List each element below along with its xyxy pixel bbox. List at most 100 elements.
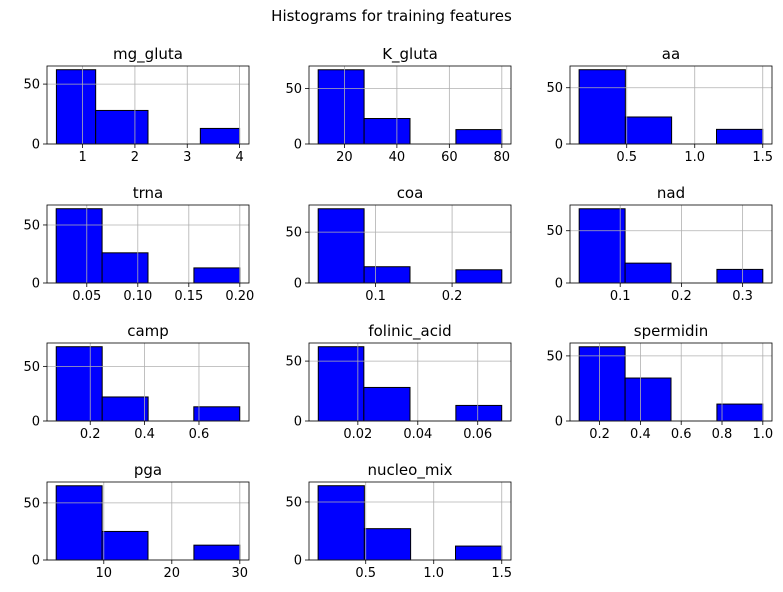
histogram-pga: 10 20 30 0 50 pga — [23, 461, 250, 581]
x-tick-label: 0.2 — [589, 427, 610, 442]
x-tick-label: 1.5 — [752, 150, 773, 165]
axes-frame — [46, 481, 250, 561]
histogram-bar — [578, 69, 626, 145]
histogram-bar — [55, 485, 103, 561]
histogram-bar — [624, 377, 672, 422]
x-tick-label: 0.4 — [630, 427, 651, 442]
histogram-bar — [55, 69, 97, 145]
histogram-aa: 0.5 1.0 1.5 0 50 aa — [546, 45, 773, 165]
histogram-bar — [101, 252, 149, 284]
subplot-title: aa — [662, 45, 680, 63]
histogram-bar — [317, 69, 365, 145]
x-tick-label: 0.05 — [72, 289, 101, 304]
histogram-bar — [193, 544, 241, 561]
y-tick-label: 50 — [546, 81, 563, 96]
histogram-bar — [55, 208, 103, 284]
x-tick-label: 1 — [78, 150, 86, 165]
x-tick-label: 0.8 — [712, 427, 733, 442]
subplot-title: spermidin — [634, 322, 708, 340]
subplot-title: camp — [127, 322, 169, 340]
y-tick-label: 50 — [23, 360, 40, 375]
y-tick-label: 50 — [23, 496, 40, 511]
x-tick-label: 0.5 — [616, 150, 637, 165]
axes-frame — [569, 65, 773, 145]
axes-frame — [569, 204, 773, 284]
subplot-title: K_gluta — [382, 45, 438, 64]
x-tick-label: 0.20 — [225, 289, 254, 304]
x-tick-label: 10 — [96, 566, 113, 581]
histogram-nucleo-mix: 0.5 1.0 1.5 0 50 nucleo_mix — [285, 461, 512, 581]
x-tick-label: 1.0 — [684, 150, 705, 165]
subplot-title: mg_gluta — [113, 45, 183, 64]
x-tick-label: 0.1 — [365, 289, 386, 304]
histogram-bar — [363, 528, 412, 561]
histogram-bar — [95, 109, 149, 145]
y-tick-label: 0 — [294, 554, 302, 569]
histogram-bar — [624, 262, 672, 284]
x-tick-label: 1.5 — [491, 566, 512, 581]
histogram-trna: 0.05 0.10 0.15 0.20 0 50 trna — [23, 184, 254, 304]
histogram-nad: 0.1 0.2 0.3 0 50 nad — [546, 184, 773, 304]
histogram-bar — [317, 346, 365, 422]
x-tick-label: 0.1 — [610, 289, 631, 304]
axes-frame — [308, 342, 512, 422]
x-tick-label: 0.2 — [80, 427, 101, 442]
x-tick-label: 0.02 — [343, 427, 372, 442]
y-tick-label: 50 — [546, 349, 563, 364]
x-tick-label: 1.0 — [752, 427, 773, 442]
x-tick-label: 20 — [164, 566, 181, 581]
y-tick-label: 50 — [546, 224, 563, 239]
axes-frame — [308, 204, 512, 284]
y-tick-label: 0 — [294, 138, 302, 153]
histogram-bar — [317, 208, 365, 284]
histogram-bar — [199, 127, 241, 145]
x-tick-label: 0.2 — [671, 289, 692, 304]
y-tick-label: 0 — [555, 138, 563, 153]
y-tick-label: 50 — [285, 495, 302, 510]
x-tick-label: 0.3 — [732, 289, 753, 304]
histogram-bar — [55, 346, 103, 422]
y-tick-label: 0 — [32, 277, 40, 292]
histogram-bar — [363, 266, 411, 284]
axes-frame — [46, 204, 250, 284]
histogram-bar — [363, 386, 411, 422]
x-tick-label: 1.0 — [423, 566, 444, 581]
figure-title: Histograms for training features — [271, 7, 512, 25]
y-tick-label: 0 — [555, 415, 563, 430]
axes-frame — [46, 342, 250, 422]
histogram-K-gluta: 20 40 60 80 0 50 K_gluta — [285, 45, 512, 165]
histogram-folinic-acid: 0.02 0.04 0.06 0 50 folinic_acid — [285, 322, 512, 442]
x-tick-label: 40 — [389, 150, 406, 165]
histogram-bar — [578, 346, 626, 422]
y-tick-label: 0 — [294, 415, 302, 430]
x-tick-label: 0.2 — [442, 289, 463, 304]
subplot-title: trna — [133, 184, 163, 202]
x-tick-label: 0.6 — [671, 427, 692, 442]
x-tick-label: 0.10 — [123, 289, 152, 304]
y-tick-label: 0 — [32, 138, 40, 153]
x-tick-label: 60 — [441, 150, 458, 165]
x-tick-label: 80 — [494, 150, 511, 165]
histogram-bar — [578, 208, 626, 284]
x-tick-label: 0.5 — [355, 566, 376, 581]
histogram-bar — [455, 545, 503, 561]
y-tick-label: 0 — [32, 554, 40, 569]
x-tick-label: 20 — [336, 150, 353, 165]
axes-frame — [569, 342, 773, 422]
x-tick-label: 0.04 — [403, 427, 432, 442]
y-tick-label: 50 — [285, 82, 302, 97]
histogram-bar — [716, 268, 764, 284]
subplot-title: folinic_acid — [368, 322, 451, 341]
y-tick-label: 0 — [294, 277, 302, 292]
histogram-bar — [716, 403, 764, 422]
x-tick-label: 30 — [232, 566, 249, 581]
histogram-bar — [455, 404, 503, 422]
histogram-bar — [193, 267, 241, 284]
x-tick-label: 4 — [235, 150, 243, 165]
x-tick-label: 0.15 — [174, 289, 203, 304]
axes-frame — [308, 481, 512, 561]
histogram-bar — [716, 128, 764, 145]
y-tick-label: 50 — [285, 226, 302, 241]
y-tick-label: 0 — [555, 277, 563, 292]
